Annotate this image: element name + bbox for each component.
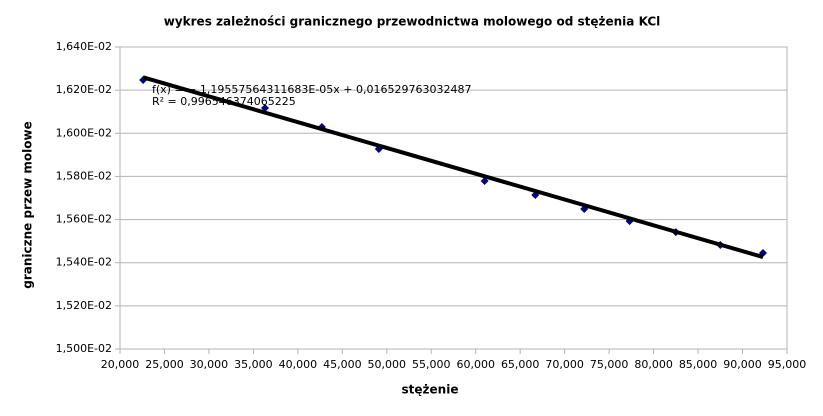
x-tick-label: 90,000	[723, 358, 762, 371]
x-tick-label: 70,000	[545, 358, 584, 371]
x-tick-label: 95,000	[768, 358, 807, 371]
y-tick-label: 1,620E-02	[56, 83, 112, 96]
x-tick-label: 25,000	[145, 358, 184, 371]
x-tick-label: 40,000	[279, 358, 318, 371]
y-tick-label: 1,600E-02	[56, 126, 112, 139]
x-tick-label: 45,000	[323, 358, 362, 371]
x-tick-label: 55,000	[412, 358, 451, 371]
x-tick-label: 85,000	[679, 358, 718, 371]
y-tick-label: 1,540E-02	[56, 256, 112, 269]
x-tick-label: 80,000	[634, 358, 673, 371]
x-tick-label: 65,000	[501, 358, 540, 371]
x-tick-label: 35,000	[234, 358, 273, 371]
trendline-equation: f(x) = − 1,19557564311683E-05x + 0,01652…	[152, 83, 471, 96]
chart-title: wykres zależności granicznego przewodnic…	[164, 15, 661, 29]
trendline-r2: R² = 0,996546374065225	[152, 95, 296, 108]
x-tick-label: 20,000	[101, 358, 140, 371]
x-tick-label: 30,000	[190, 358, 229, 371]
y-tick-label: 1,640E-02	[56, 40, 112, 53]
y-tick-label: 1,580E-02	[56, 169, 112, 182]
y-tick-label: 1,500E-02	[56, 342, 112, 355]
plot-area	[119, 46, 788, 350]
x-tick-label: 75,000	[590, 358, 629, 371]
y-tick-label: 1,520E-02	[56, 299, 112, 312]
y-axis-title: graniczne przew molowe	[21, 121, 35, 288]
trendline	[142, 75, 764, 259]
x-tick-label: 60,000	[456, 358, 495, 371]
x-tick-label: 50,000	[368, 358, 407, 371]
x-axis-title: stężenie	[402, 383, 459, 397]
y-tick-label: 1,560E-02	[56, 213, 112, 226]
